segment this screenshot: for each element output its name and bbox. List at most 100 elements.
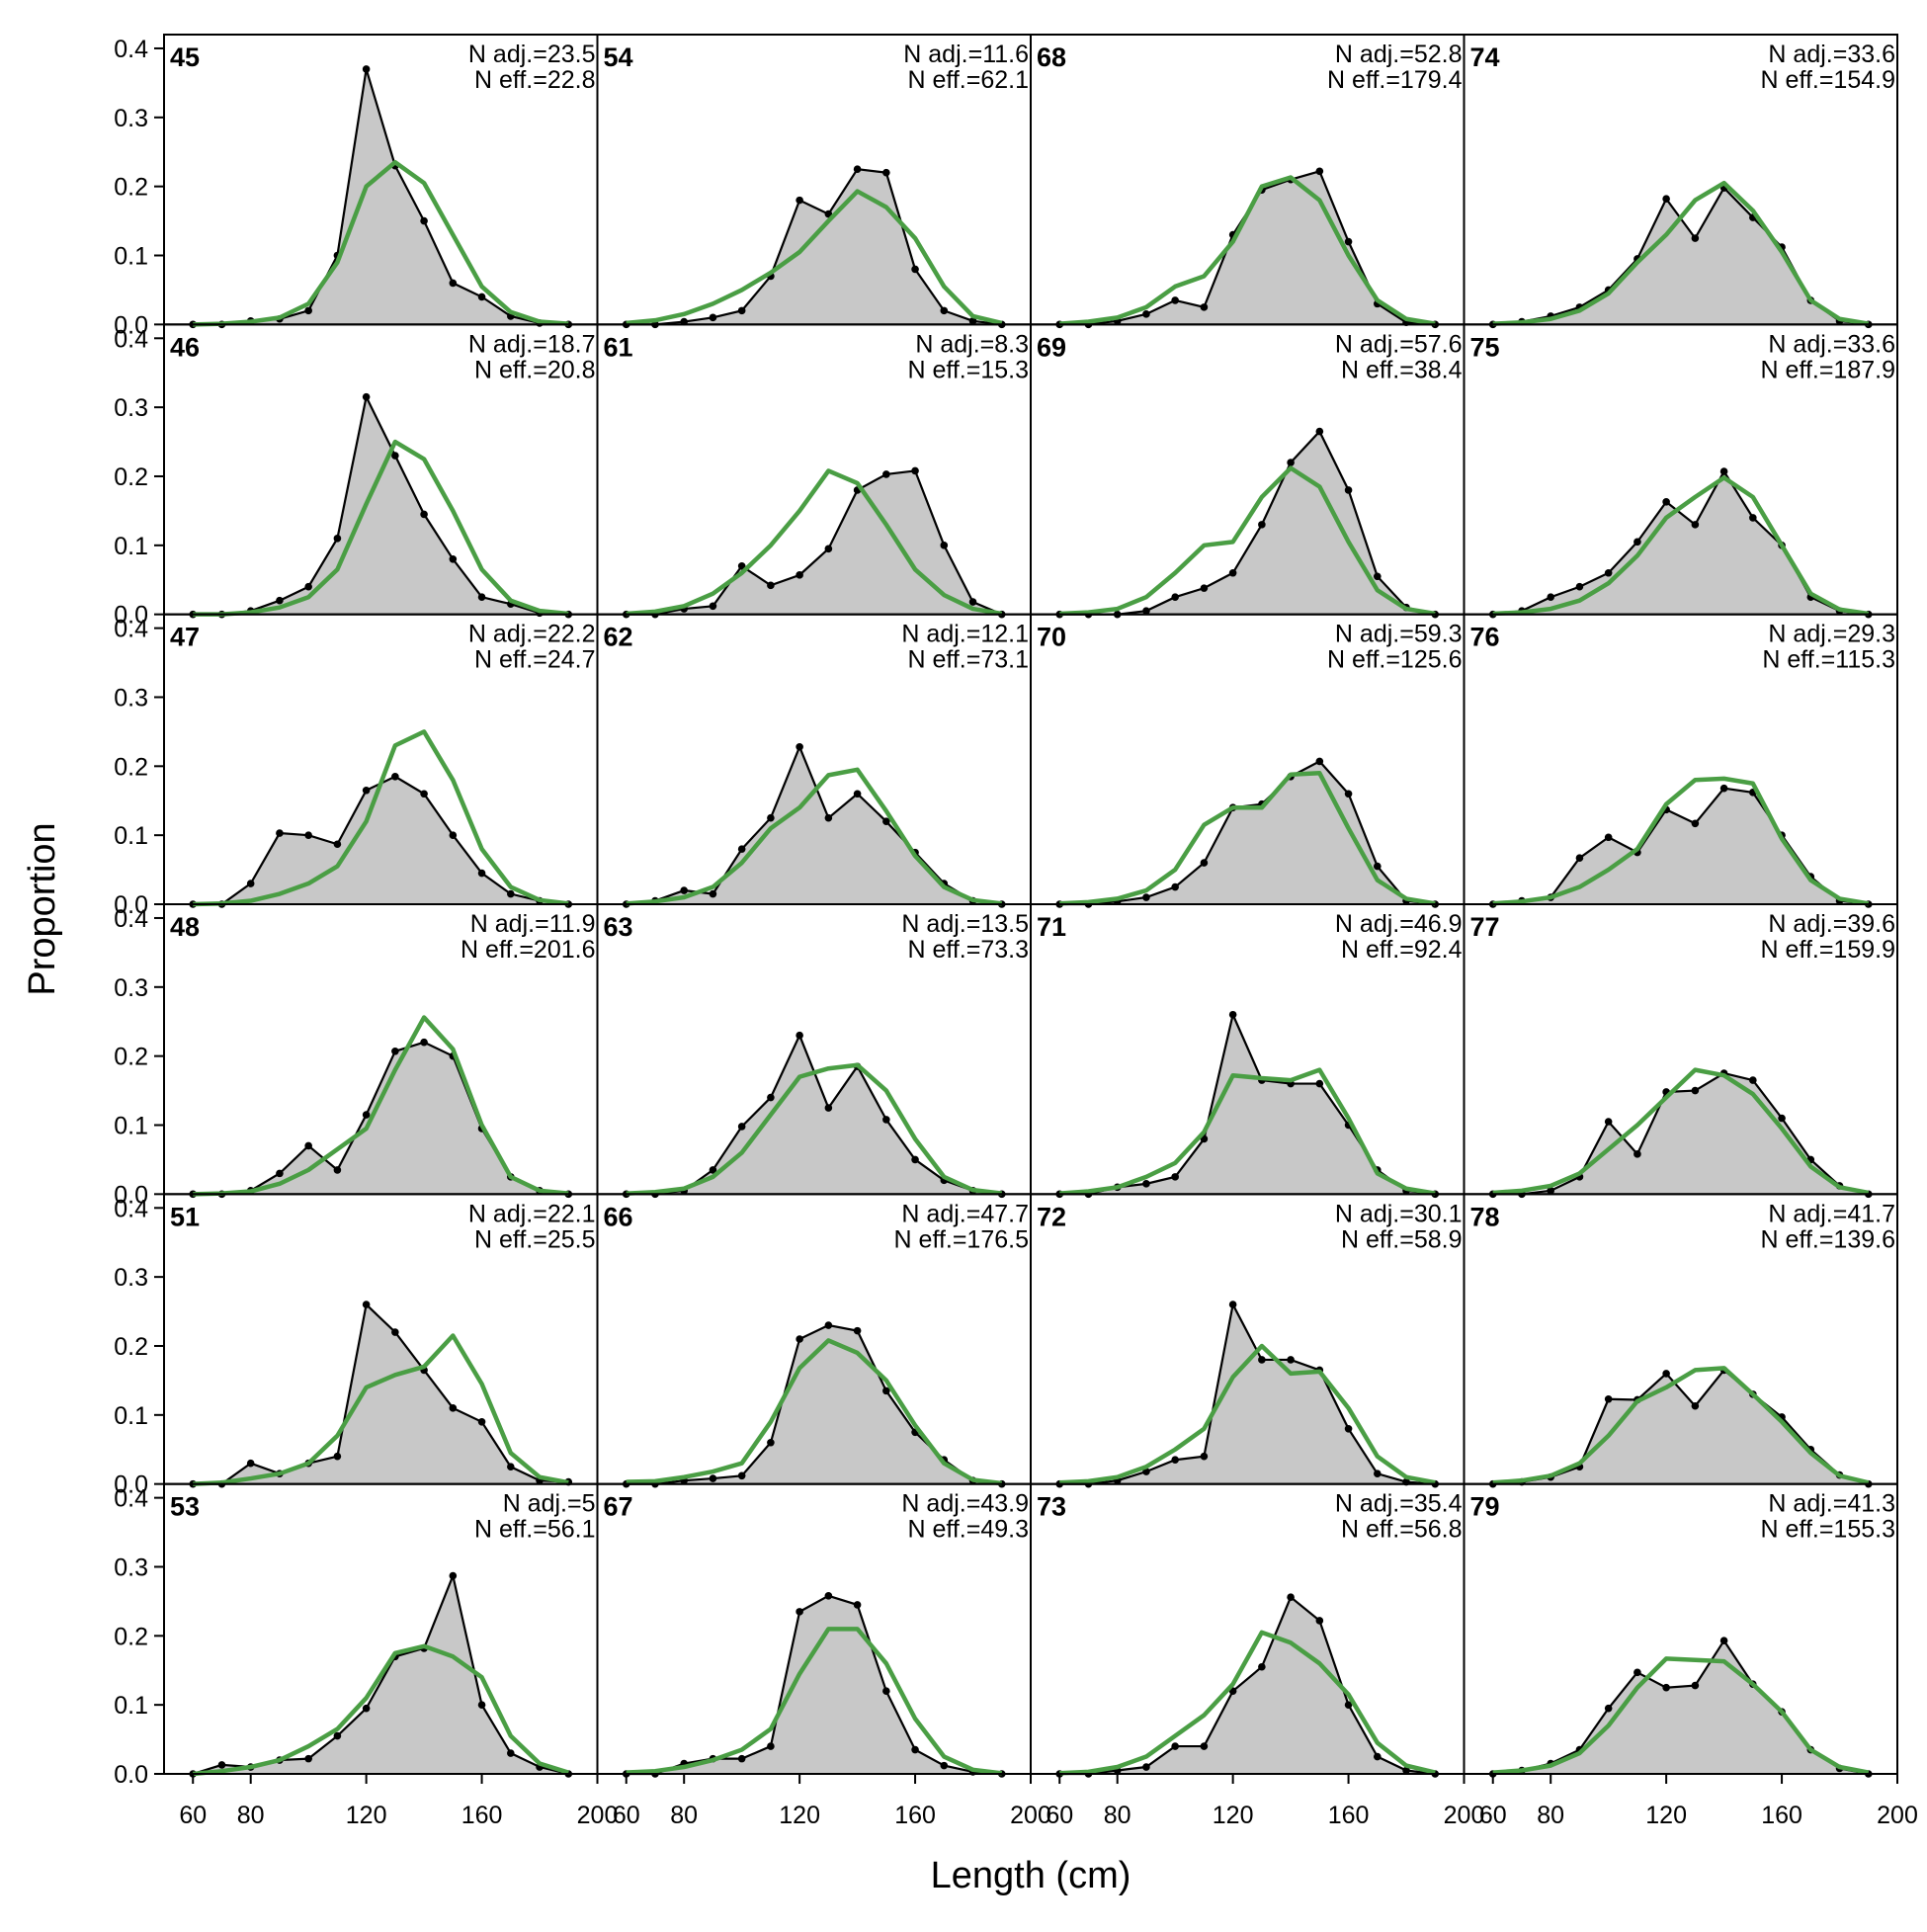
observed-point <box>1258 1356 1266 1364</box>
y-tick-label: 0.1 <box>114 1692 148 1720</box>
observed-point <box>1691 1681 1700 1690</box>
panel-label: 61 <box>604 332 633 362</box>
panel-label: 68 <box>1037 42 1066 72</box>
y-tick-label: 0.1 <box>114 242 148 270</box>
n-eff-label: N eff.=139.6 <box>1761 1225 1895 1253</box>
observed-point <box>507 1749 515 1757</box>
n-eff-label: N eff.=62.1 <box>907 66 1029 94</box>
observed-point <box>362 392 371 401</box>
observed-point <box>767 1438 775 1447</box>
y-tick-label: 0.3 <box>114 1264 148 1292</box>
n-adj-label: N adj.=35.4 <box>1335 1490 1463 1518</box>
observed-point <box>1374 862 1382 871</box>
observed-point <box>1171 1173 1179 1181</box>
x-tick-label: 200 <box>1010 1802 1051 1829</box>
observed-point <box>246 1459 255 1468</box>
observed-point <box>709 889 717 898</box>
observed-area <box>626 470 1002 615</box>
x-tick-label: 160 <box>1761 1802 1802 1829</box>
observed-area <box>193 68 569 325</box>
observed-point <box>1691 1401 1700 1410</box>
observed-point <box>940 306 949 315</box>
n-adj-label: N adj.=8.3 <box>915 330 1029 358</box>
y-tick-label: 0.0 <box>114 602 148 630</box>
observed-point <box>1171 296 1179 304</box>
observed-point <box>1719 1637 1728 1645</box>
panel-label: 74 <box>1470 42 1500 72</box>
observed-point <box>737 1754 746 1763</box>
observed-point <box>333 535 342 543</box>
observed-point <box>391 452 399 460</box>
observed-point <box>1662 1683 1670 1692</box>
n-adj-label: N adj.=18.7 <box>468 330 596 358</box>
observed-line <box>1059 1595 1436 1776</box>
observed-point <box>1634 1668 1641 1677</box>
observed-point <box>882 817 890 825</box>
observed-point <box>276 1169 284 1178</box>
observed-line <box>1492 1071 1870 1196</box>
observed-point <box>420 216 428 225</box>
observed-line <box>626 743 1002 906</box>
n-adj-label: N adj.=12.1 <box>901 621 1029 648</box>
observed-point <box>911 1155 919 1164</box>
panel-label: 70 <box>1037 623 1066 652</box>
observed-point <box>709 602 717 611</box>
panel-label: 69 <box>1037 332 1066 362</box>
expected-line <box>1059 1343 1436 1485</box>
observed-point <box>1749 514 1757 522</box>
n-adj-label: N adj.=23.5 <box>468 41 596 68</box>
n-adj-label: N adj.=30.1 <box>1335 1200 1463 1227</box>
observed-point <box>1547 593 1554 602</box>
panel-47: 47 N adj.=22.2N eff.=24.7 0.0 0.1 0.2 0.3 0.4 <box>114 613 599 919</box>
observed-point <box>1258 521 1266 529</box>
y-axis-title: Proportion <box>22 822 63 995</box>
observed-point <box>1374 572 1382 581</box>
observed-point <box>767 1093 775 1102</box>
expected-line <box>193 159 569 327</box>
panel-label: 53 <box>170 1492 200 1522</box>
observed-line <box>193 393 569 616</box>
observed-line <box>1059 1301 1436 1485</box>
observed-point <box>1778 1114 1786 1123</box>
observed-point <box>853 1601 862 1609</box>
observed-point <box>940 1761 949 1770</box>
observed-point <box>882 470 890 478</box>
x-tick-label: 160 <box>1328 1802 1370 1829</box>
observed-point <box>276 829 284 837</box>
observed-point <box>824 545 833 553</box>
y-tick-label: 0.4 <box>114 36 148 63</box>
observed-point <box>737 306 746 315</box>
observed-point <box>507 1463 515 1471</box>
observed-point <box>246 880 255 887</box>
expected-line <box>1059 465 1436 617</box>
x-tick-label: 200 <box>1877 1802 1918 1829</box>
panel-label: 63 <box>604 912 633 942</box>
panel-53: 53 N adj.=5N eff.=56.1 0.0 0.1 0.2 0.3 0.4 60 80… <box>114 1482 618 1829</box>
observed-point <box>1228 1010 1237 1019</box>
observed-point <box>420 510 428 519</box>
panel-54: 54 N adj.=11.6N eff.=62.1 <box>596 34 1032 329</box>
observed-point <box>1575 854 1584 863</box>
n-eff-label: N eff.=155.3 <box>1761 1516 1895 1544</box>
panel-label: 67 <box>604 1492 633 1522</box>
observed-point <box>1604 1704 1613 1713</box>
observed-area <box>193 1304 569 1484</box>
panel-label: 62 <box>604 623 633 652</box>
n-adj-label: N adj.=11.9 <box>470 910 596 938</box>
x-tick-label: 120 <box>1213 1802 1254 1829</box>
observed-point <box>1142 607 1150 615</box>
observed-point <box>1200 1742 1209 1750</box>
observed-point <box>477 293 486 301</box>
panel-label: 51 <box>170 1202 200 1231</box>
observed-point <box>1662 1370 1670 1378</box>
y-tick-label: 0.4 <box>114 616 148 643</box>
observed-point <box>333 1452 342 1461</box>
observed-area <box>1492 1370 1869 1484</box>
observed-point <box>1691 234 1700 242</box>
observed-point <box>507 889 515 898</box>
n-adj-label: N adj.=22.1 <box>468 1200 596 1227</box>
observed-point <box>304 831 312 839</box>
observed-point <box>391 772 399 781</box>
n-adj-label: N adj.=33.6 <box>1768 330 1895 358</box>
